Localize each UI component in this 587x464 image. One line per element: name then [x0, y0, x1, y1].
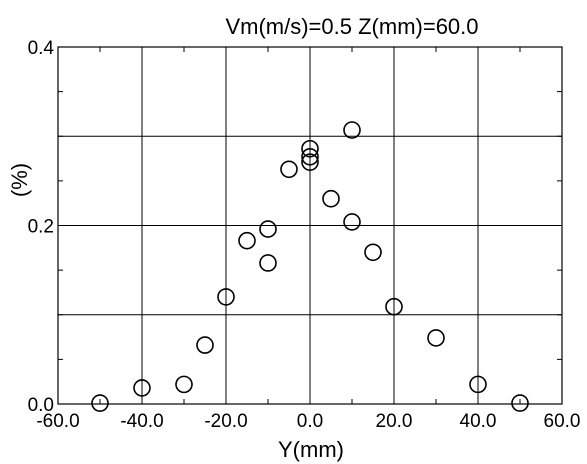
data-point-2	[175, 375, 193, 394]
y-tick-label: 0.0	[28, 395, 54, 416]
data-point-8	[280, 160, 298, 179]
data-point-19	[511, 394, 529, 412]
x-tick-label: -60.0	[36, 411, 79, 432]
chart-title: Vm(m/s)=0.5 Z(mm)=60.0	[225, 14, 478, 39]
data-point-5	[238, 231, 256, 250]
data-point-0	[91, 394, 109, 412]
y-tick-label: 0.2	[28, 217, 54, 238]
data-point-9	[301, 139, 319, 158]
data-point-13	[343, 121, 361, 139]
data-points	[91, 121, 529, 412]
data-point-11	[301, 153, 319, 171]
x-tick-label: -20.0	[204, 411, 247, 432]
data-point-3	[196, 336, 214, 354]
x-tick-label: -40.0	[120, 411, 163, 432]
x-tick-label: 0.0	[297, 411, 323, 432]
x-tick-label: 40.0	[460, 411, 497, 432]
x-tick-label: 20.0	[376, 411, 413, 432]
x-tick-label: 60.0	[544, 411, 581, 432]
data-point-4	[217, 288, 235, 306]
data-point-14	[343, 213, 361, 231]
data-point-6	[259, 220, 277, 238]
data-point-16	[385, 297, 403, 316]
data-point-12	[322, 189, 340, 208]
data-point-1	[133, 379, 151, 397]
data-point-7	[259, 254, 277, 272]
data-point-18	[469, 375, 487, 394]
x-axis-title: Y(mm)	[278, 437, 344, 462]
axis-ticks: -60.0 -40.0 -20.0 0.0 20.0 40.0 60.0 0.0 0.2 0.4	[28, 38, 581, 432]
data-point-15	[364, 243, 382, 262]
data-point-17	[427, 329, 445, 347]
grid-lines	[58, 47, 562, 404]
y-axis-title: (%)	[7, 163, 32, 197]
data-point-10	[301, 147, 319, 166]
y-tick-label: 0.4	[28, 38, 55, 59]
